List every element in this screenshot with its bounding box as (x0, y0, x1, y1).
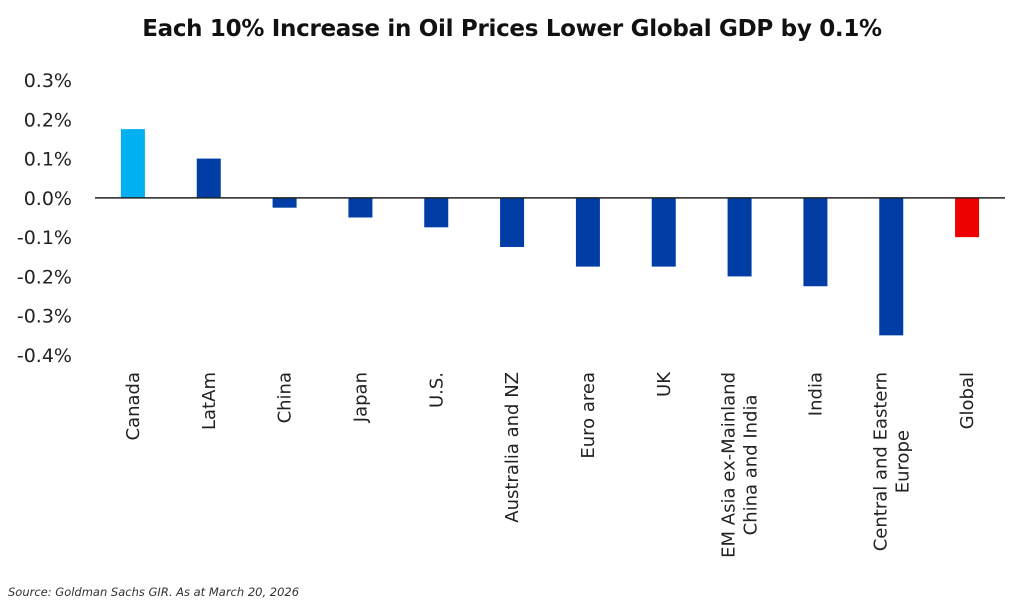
x-tick-label: U.S. (426, 372, 447, 408)
bar (575, 197, 600, 267)
x-category-label: Australia and NZ (502, 372, 523, 523)
bar (196, 158, 221, 198)
bar (500, 197, 525, 247)
x-tick-label: Global (957, 372, 978, 429)
y-tick-label: -0.3% (17, 306, 72, 328)
x-tick-label: Australia and NZ (502, 372, 523, 523)
bar (424, 197, 449, 228)
y-tick-label: -0.2% (17, 266, 72, 288)
x-category-label: Central and Eastern Europe (870, 372, 913, 551)
x-tick-label: Central and Eastern (870, 372, 891, 551)
y-tick-label: -0.4% (17, 345, 72, 367)
y-axis-ticks: 0.3% 0.2% 0.1% 0.0% -0.1% -0.2% -0.3% -0.4% (17, 70, 72, 367)
x-category-label: India (805, 372, 826, 416)
x-category-label: U.S. (426, 372, 447, 408)
y-tick-label: 0.0% (24, 188, 72, 210)
bar (651, 197, 676, 267)
x-category-label: Japan (350, 372, 371, 423)
bar (955, 197, 980, 238)
x-category-label: EM Asia ex-Mainland China and India (719, 372, 762, 558)
x-category-label: Canada (123, 372, 144, 441)
y-tick-label: -0.1% (17, 227, 72, 249)
bar (803, 197, 828, 287)
x-tick-label: Japan (350, 372, 371, 423)
x-tick-label: Canada (123, 372, 144, 441)
chart-title: Each 10% Increase in Oil Prices Lower Gl… (142, 16, 882, 42)
bars (120, 129, 980, 336)
x-tick-label: Euro area (578, 372, 599, 459)
x-tick-label: Europe (892, 430, 913, 493)
x-axis-labels: Canada LatAm China Japan U.S. Australia and N… (123, 371, 978, 558)
x-tick-label: LatAm (199, 372, 220, 430)
y-tick-label: 0.1% (24, 149, 72, 171)
x-tick-label: India (805, 372, 826, 416)
bar (120, 129, 145, 198)
x-category-label: Euro area (578, 372, 599, 459)
x-category-label: LatAm (199, 372, 220, 430)
bar (272, 197, 297, 208)
x-category-label: UK (654, 371, 675, 397)
bar (348, 197, 373, 218)
bar (879, 197, 904, 336)
x-tick-label: UK (654, 371, 675, 397)
bar (727, 197, 752, 277)
x-tick-label: China and India (741, 394, 762, 535)
y-tick-label: 0.2% (24, 109, 72, 131)
source-note: Source: Goldman Sachs GIR. As at March 2… (8, 585, 300, 599)
x-tick-label: EM Asia ex-Mainland (719, 372, 740, 558)
x-tick-label: China (275, 372, 296, 423)
y-tick-label: 0.3% (24, 70, 72, 92)
x-category-label: Global (957, 372, 978, 429)
x-category-label: China (275, 372, 296, 423)
